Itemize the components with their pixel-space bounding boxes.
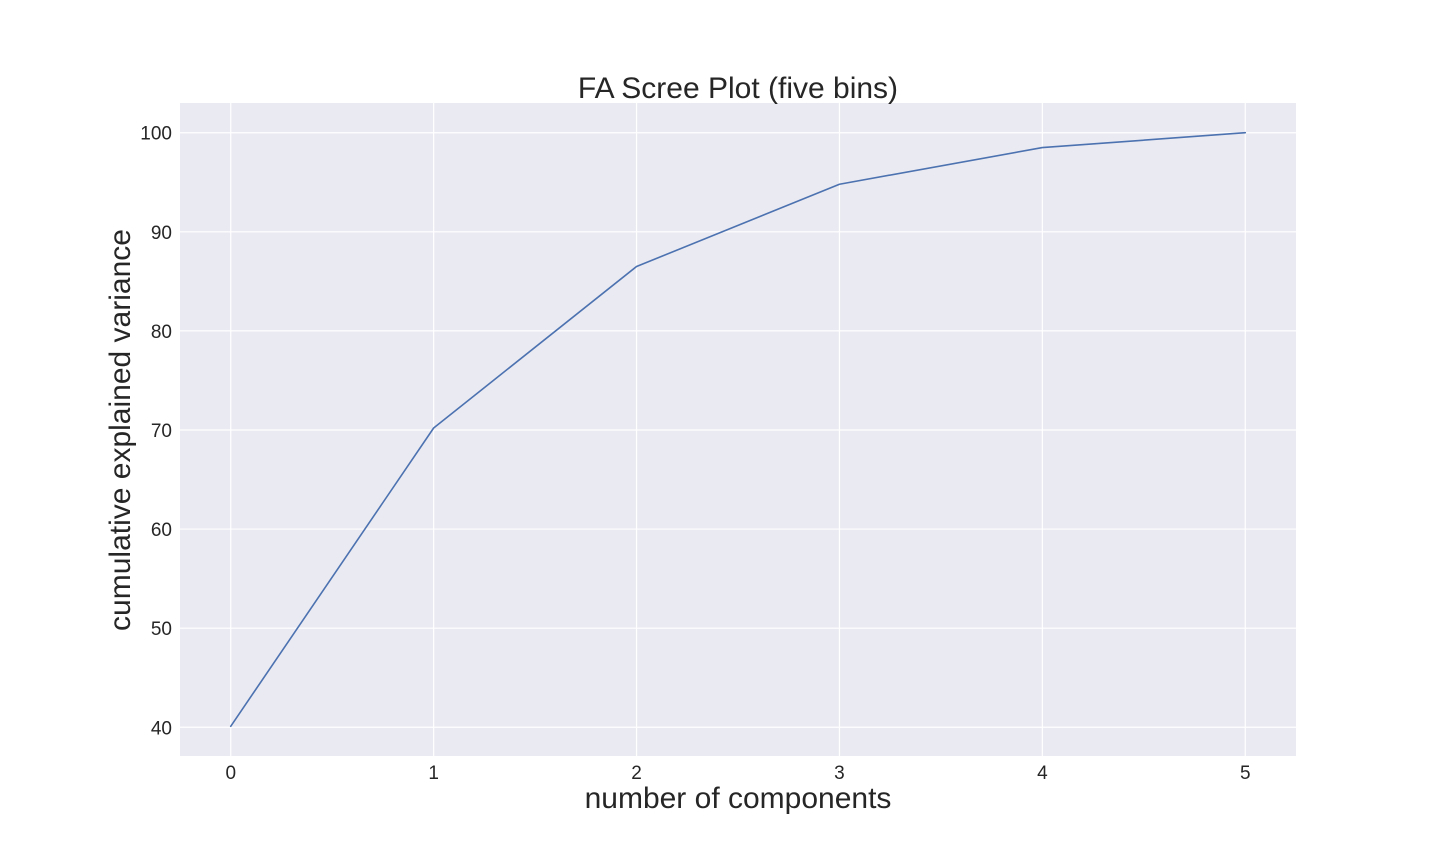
x-tick-label: 2	[631, 763, 642, 784]
y-tick-labels: 40 50 60 70 80 90 100	[140, 124, 172, 740]
y-tick-label: 50	[151, 619, 172, 640]
series-line	[229, 131, 1247, 728]
chart-title: FA Scree Plot (five bins)	[578, 72, 898, 105]
y-gridlines	[180, 132, 1296, 728]
series-group	[229, 131, 1247, 728]
y-axis-label: cumulative explained variance	[104, 229, 137, 631]
y-tick-label: 100	[140, 124, 172, 145]
x-tick-label: 3	[834, 763, 845, 784]
y-tick-label: 70	[151, 421, 172, 442]
y-tick-label: 90	[151, 223, 172, 244]
x-tick-labels: 0 1 2 3 4 5	[225, 763, 1250, 784]
x-axis-label: number of components	[585, 782, 892, 815]
x-tick-label: 5	[1240, 763, 1251, 784]
y-tick-label: 60	[151, 520, 172, 541]
y-tick-label: 40	[151, 718, 172, 739]
x-tick-label: 4	[1037, 763, 1048, 784]
x-tick-label: 1	[428, 763, 439, 784]
x-tick-label: 0	[225, 763, 236, 784]
y-tick-label: 80	[151, 322, 172, 343]
